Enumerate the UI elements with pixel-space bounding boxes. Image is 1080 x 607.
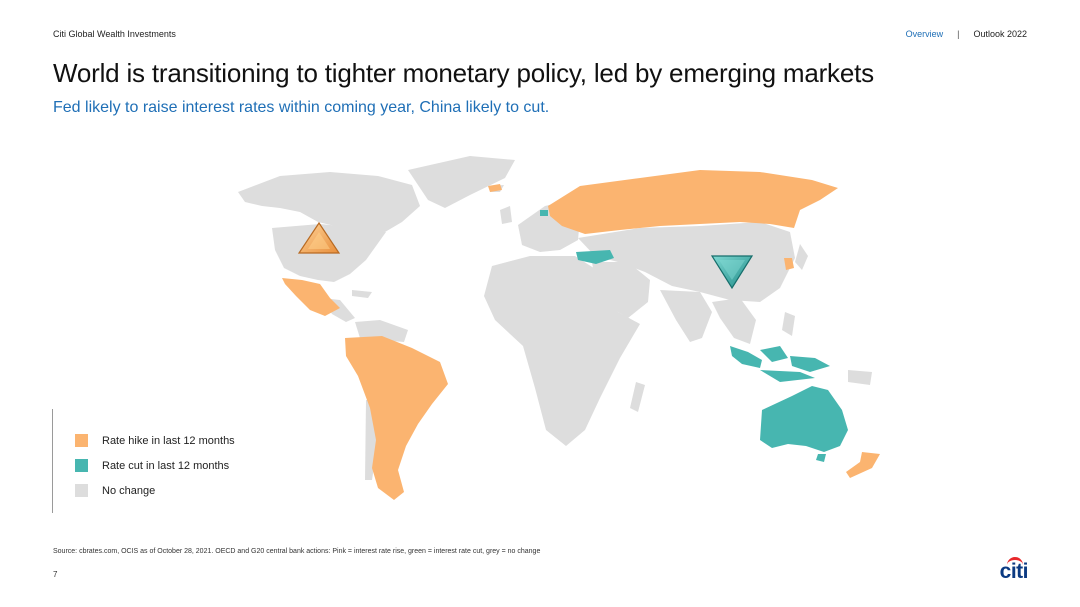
page-subtitle: Fed likely to raise interest rates withi… [53,99,550,116]
brand-header: Citi Global Wealth Investments [53,29,176,39]
legend-label-no-change: No change [102,484,156,497]
legend-swatch-cut [75,459,88,472]
rate-hike-regions [282,170,880,500]
page-number: 7 [53,570,58,579]
legend-swatch-hike [75,434,88,447]
legend-label-hike: Rate hike in last 12 months [102,434,235,447]
no-change-landmass [238,156,872,480]
map-legend: Rate hike in last 12 months Rate cut in … [75,428,235,503]
legend-item-cut: Rate cut in last 12 months [75,453,235,478]
legend-item-hike: Rate hike in last 12 months [75,428,235,453]
nav-outlook-link[interactable]: Outlook 2022 [973,29,1027,39]
source-note: Source: cbrates.com, OCIS as of October … [53,548,541,555]
rate-hike-marker-icon [297,221,341,254]
rate-cut-marker-icon [710,255,754,290]
rate-cut-regions [540,210,848,462]
page-title: World is transitioning to tighter moneta… [53,58,874,88]
legend-swatch-no-change [75,484,88,497]
nav-separator: | [957,29,960,39]
legend-label-cut: Rate cut in last 12 months [102,459,230,472]
citi-logo: citi [1000,557,1029,584]
top-nav: Overview | Outlook 2022 [906,29,1027,39]
nav-overview-link[interactable]: Overview [905,29,944,39]
legend-divider [52,409,53,513]
legend-item-no-change: No change [75,478,235,503]
logo-arc-icon [1006,557,1023,568]
